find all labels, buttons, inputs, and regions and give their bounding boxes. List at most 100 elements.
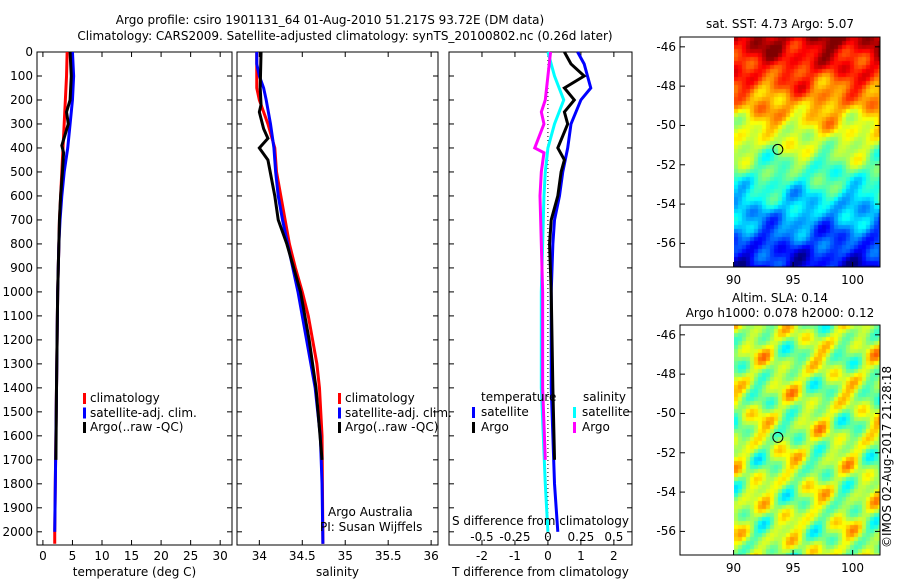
lat-tick-label: -48 bbox=[656, 79, 676, 94]
lon-tick-label: 95 bbox=[785, 273, 801, 287]
depth-tick-label: 1300 bbox=[2, 356, 33, 371]
s-tick-label: -0.5 bbox=[470, 530, 494, 544]
x-tick-label: -1 bbox=[508, 549, 521, 563]
lon-tick-label: 90 bbox=[725, 561, 742, 575]
series-argoraw bbox=[257, 51, 324, 460]
legend-label-satellite: satellite bbox=[582, 405, 630, 419]
x-axis-label: T difference from climatology bbox=[452, 565, 629, 579]
legend-label: Argo(..raw -QC) bbox=[345, 420, 439, 434]
sst-map-title: sat. SST: 4.73 Argo: 5.07 bbox=[705, 17, 855, 31]
legend-label-argo: Argo bbox=[481, 420, 509, 434]
s-tick-label: 0.25 bbox=[567, 530, 595, 544]
depth-tick-label: 1400 bbox=[2, 380, 33, 395]
depth-tick-label: 1800 bbox=[2, 476, 33, 491]
series-t-argo bbox=[548, 51, 587, 460]
plot-frame-temperature bbox=[36, 51, 233, 546]
legend-swatch bbox=[573, 407, 576, 418]
x-tick-label: 35.5 bbox=[374, 549, 402, 563]
legend-swatch bbox=[472, 422, 475, 433]
legend-label-argo: Argo bbox=[582, 420, 610, 434]
lat-tick-label: -50 bbox=[656, 406, 676, 421]
depth-tick-label: 800 bbox=[10, 236, 33, 251]
sla-map-title-2: Argo h1000: 0.078 h2000: 0.12 bbox=[685, 306, 875, 320]
x-tick-label: 2 bbox=[610, 549, 618, 563]
sst-map-image bbox=[734, 37, 880, 267]
series-argoraw bbox=[54, 51, 73, 460]
legend-swatch bbox=[83, 407, 86, 419]
legend-temperature: temperature bbox=[481, 390, 557, 404]
annotation-argo-australia: Argo Australia bbox=[328, 505, 413, 519]
lat-tick-label: -46 bbox=[656, 327, 676, 342]
x-tick-label: 34 bbox=[251, 549, 267, 563]
x-tick-label: 0 bbox=[39, 549, 47, 563]
legend-label: climatology bbox=[345, 391, 415, 405]
s-tick-label: 0 bbox=[544, 530, 552, 544]
x-tick-label: -2 bbox=[475, 549, 488, 563]
profile-location-marker bbox=[772, 431, 784, 443]
legend-swatch bbox=[338, 393, 341, 404]
depth-tick-label: 700 bbox=[10, 212, 33, 227]
depth-tick-label: 1600 bbox=[2, 428, 33, 443]
lat-tick-label: -56 bbox=[656, 524, 676, 539]
x-tick-label: 1 bbox=[577, 549, 585, 563]
legend-swatch bbox=[338, 422, 341, 433]
x-tick-label: 34.5 bbox=[288, 549, 316, 563]
depth-tick-label: 0 bbox=[25, 45, 33, 59]
depth-tick-label: 400 bbox=[10, 140, 33, 155]
lon-tick-label: 90 bbox=[725, 273, 742, 287]
x-axis-label: temperature (deg C) bbox=[72, 565, 197, 579]
legend-label: satellite-adj. clim. bbox=[345, 405, 452, 420]
x-tick-label: 35 bbox=[337, 549, 353, 563]
legend-swatch bbox=[83, 393, 86, 404]
depth-tick-label: 200 bbox=[10, 92, 33, 107]
legend-salinity: salinity bbox=[583, 390, 627, 404]
depth-tick-label: 500 bbox=[10, 164, 33, 179]
legend-swatch bbox=[472, 407, 475, 418]
x-axis-label: salinity bbox=[315, 565, 360, 579]
legend-label-satellite: satellite bbox=[481, 405, 529, 419]
legend-label: Argo(..raw -QC) bbox=[90, 420, 184, 434]
depth-tick-label: 2000 bbox=[2, 524, 33, 539]
legend-swatch bbox=[573, 422, 576, 433]
s-tick-label: 0.5 bbox=[604, 530, 624, 544]
plot-frame-salinity bbox=[236, 51, 439, 546]
depth-tick-label: 600 bbox=[10, 188, 33, 203]
credit-text: ©IMOS 02-Aug-2017 21:28:18 bbox=[880, 365, 894, 548]
depth-tick-label: 1700 bbox=[2, 452, 33, 467]
lat-tick-label: -48 bbox=[656, 367, 676, 382]
lat-tick-label: -46 bbox=[656, 39, 676, 54]
depth-tick-label: 1900 bbox=[2, 500, 33, 515]
depth-tick-label: 900 bbox=[10, 260, 33, 275]
lon-tick-label: 100 bbox=[841, 561, 865, 575]
series-s-argo bbox=[532, 51, 553, 460]
sst-map-frame bbox=[679, 36, 881, 268]
depth-tick-label: 1100 bbox=[2, 308, 33, 323]
x-tick-label: 10 bbox=[94, 549, 110, 563]
lat-tick-label: -50 bbox=[656, 118, 676, 133]
legend-label: satellite-adj. clim. bbox=[90, 405, 197, 420]
sla-map-image bbox=[734, 325, 880, 555]
depth-tick-label: 100 bbox=[10, 68, 33, 83]
x-tick-label: 20 bbox=[153, 549, 169, 563]
series-climatology bbox=[255, 52, 325, 544]
depth-tick-label: 1500 bbox=[2, 404, 33, 419]
x-tick-label: 30 bbox=[212, 549, 228, 563]
lat-tick-label: -52 bbox=[656, 157, 676, 172]
profile-location-marker bbox=[772, 143, 784, 155]
legend-swatch bbox=[338, 407, 341, 419]
s-tick-label: -0.25 bbox=[499, 530, 531, 544]
legend-label: climatology bbox=[90, 391, 160, 405]
depth-tick-label: 300 bbox=[10, 116, 33, 131]
title-line1: Argo profile: csiro 1901131_64 01-Aug-20… bbox=[115, 13, 545, 27]
annotation-pi: PI: Susan Wijffels bbox=[320, 520, 423, 534]
s-axis-label: S difference from climatology bbox=[452, 514, 629, 528]
lat-tick-label: -56 bbox=[656, 236, 676, 251]
plot-frame-differences bbox=[448, 51, 633, 546]
lon-tick-label: 100 bbox=[841, 273, 865, 287]
x-tick-label: 36 bbox=[423, 549, 439, 563]
lat-tick-label: -54 bbox=[656, 197, 676, 212]
depth-tick-label: 1000 bbox=[2, 284, 33, 299]
x-tick-label: 0 bbox=[544, 549, 552, 563]
